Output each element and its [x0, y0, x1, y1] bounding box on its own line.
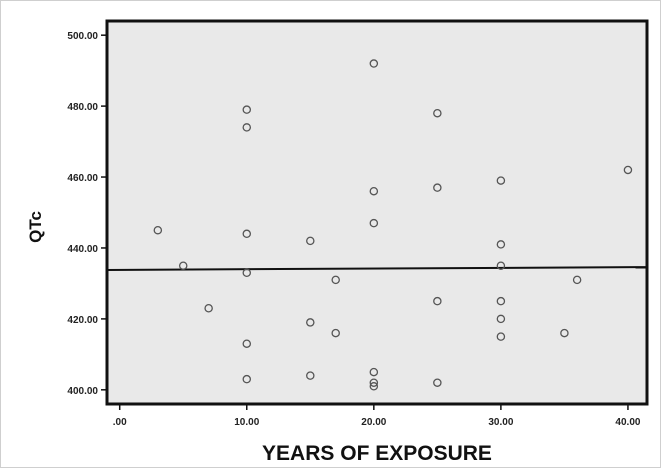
x-tick-label: 40.00 — [615, 417, 640, 428]
y-tick-label: 400.00 — [67, 386, 98, 397]
data-point — [242, 229, 252, 239]
y-axis-title: QTc — [26, 211, 45, 243]
fit-line — [106, 266, 648, 271]
x-axis-title: YEARS OF EXPOSURE — [262, 442, 492, 465]
data-point — [242, 339, 252, 348]
data-point — [496, 314, 506, 324]
data-point — [178, 261, 188, 270]
y-tick-label: 460.00 — [67, 173, 98, 184]
data-point — [433, 378, 442, 387]
x-tick-label: 30.00 — [488, 417, 513, 428]
x-tick-label: 20.00 — [361, 417, 386, 428]
y-tick-label: 480.00 — [67, 102, 98, 113]
data-point — [433, 183, 442, 192]
data-point — [623, 165, 633, 175]
data-point — [496, 296, 506, 306]
data-point — [153, 225, 163, 235]
data-point — [369, 59, 379, 68]
x-tick-label: .00 — [113, 417, 127, 428]
data-point — [369, 186, 379, 196]
data-point — [496, 332, 506, 341]
y-tick-label: 440.00 — [67, 244, 98, 255]
data-point — [306, 371, 315, 380]
data-point — [496, 261, 506, 270]
data-point — [496, 240, 506, 249]
data-point — [369, 378, 379, 387]
data-point — [369, 367, 379, 377]
plot-area — [105, 19, 649, 406]
data-point — [331, 328, 340, 338]
data-point — [433, 296, 442, 306]
data-point — [242, 105, 252, 114]
data-point — [369, 218, 379, 228]
data-point — [306, 236, 315, 246]
data-point — [572, 275, 582, 285]
data-point — [242, 123, 252, 132]
data-point — [560, 328, 569, 338]
y-tick-label: 420.00 — [67, 315, 98, 326]
data-point — [496, 176, 506, 185]
data-point — [369, 382, 379, 391]
data-point — [204, 303, 213, 313]
data-point — [242, 268, 252, 278]
data-point — [433, 108, 442, 118]
x-tick-label: 10.00 — [234, 417, 259, 428]
y-tick-label: 500.00 — [67, 31, 98, 42]
data-point — [242, 374, 252, 384]
data-point — [331, 275, 340, 285]
data-point — [306, 318, 315, 327]
